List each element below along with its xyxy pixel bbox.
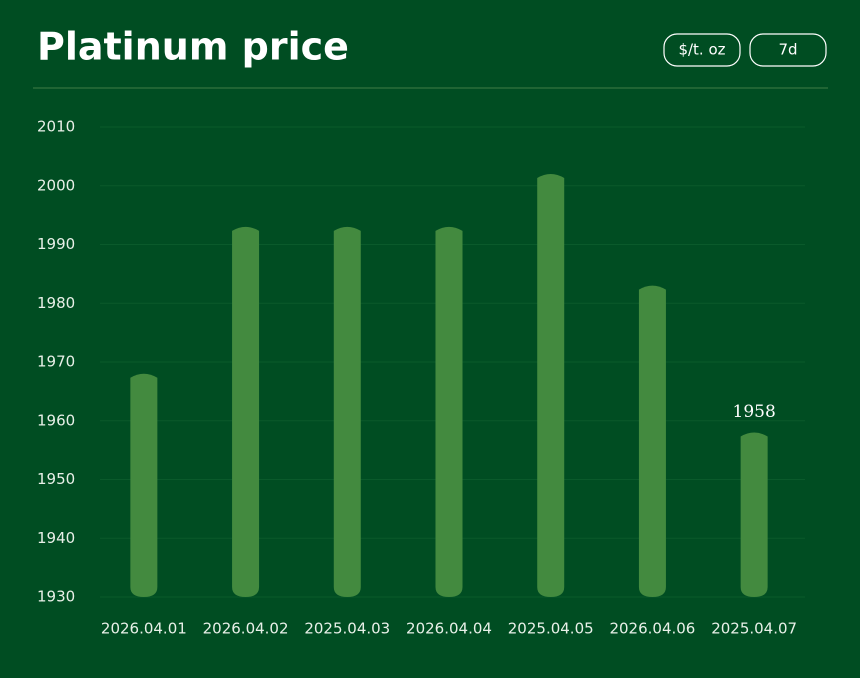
y-tick-label: 2000 (37, 176, 75, 194)
y-tick-label: 1930 (37, 588, 75, 606)
y-tick-label: 1980 (37, 294, 75, 312)
bar (740, 432, 768, 597)
chart-title: Platinum price (37, 25, 349, 69)
bar (232, 226, 260, 597)
y-tick-label: 2010 (37, 118, 75, 136)
bar (130, 373, 158, 597)
range-button-label[interactable]: 7d (778, 41, 797, 59)
bar (333, 226, 361, 597)
x-tick-label: 2025.04.07 (711, 620, 797, 638)
unit-button[interactable] (663, 33, 741, 67)
y-tick-label: 1960 (37, 411, 75, 429)
bar (537, 174, 565, 597)
y-tick-label: 1940 (37, 529, 75, 547)
x-tick-label: 2026.04.04 (406, 620, 492, 638)
y-tick-label: 1990 (37, 235, 75, 253)
unit-button-label[interactable]: $/t. oz (678, 41, 725, 59)
value-label: 1958 (733, 402, 776, 422)
range-button[interactable] (749, 33, 827, 67)
x-tick-label: 2026.04.01 (101, 620, 187, 638)
x-tick-label: 2026.04.02 (203, 620, 289, 638)
y-tick-label: 1970 (37, 353, 75, 371)
y-tick-label: 1950 (37, 470, 75, 488)
x-tick-label: 2026.04.06 (609, 620, 695, 638)
bar (435, 226, 463, 597)
x-tick-label: 2025.04.03 (304, 620, 390, 638)
bar (638, 285, 666, 597)
x-tick-label: 2025.04.05 (508, 620, 594, 638)
